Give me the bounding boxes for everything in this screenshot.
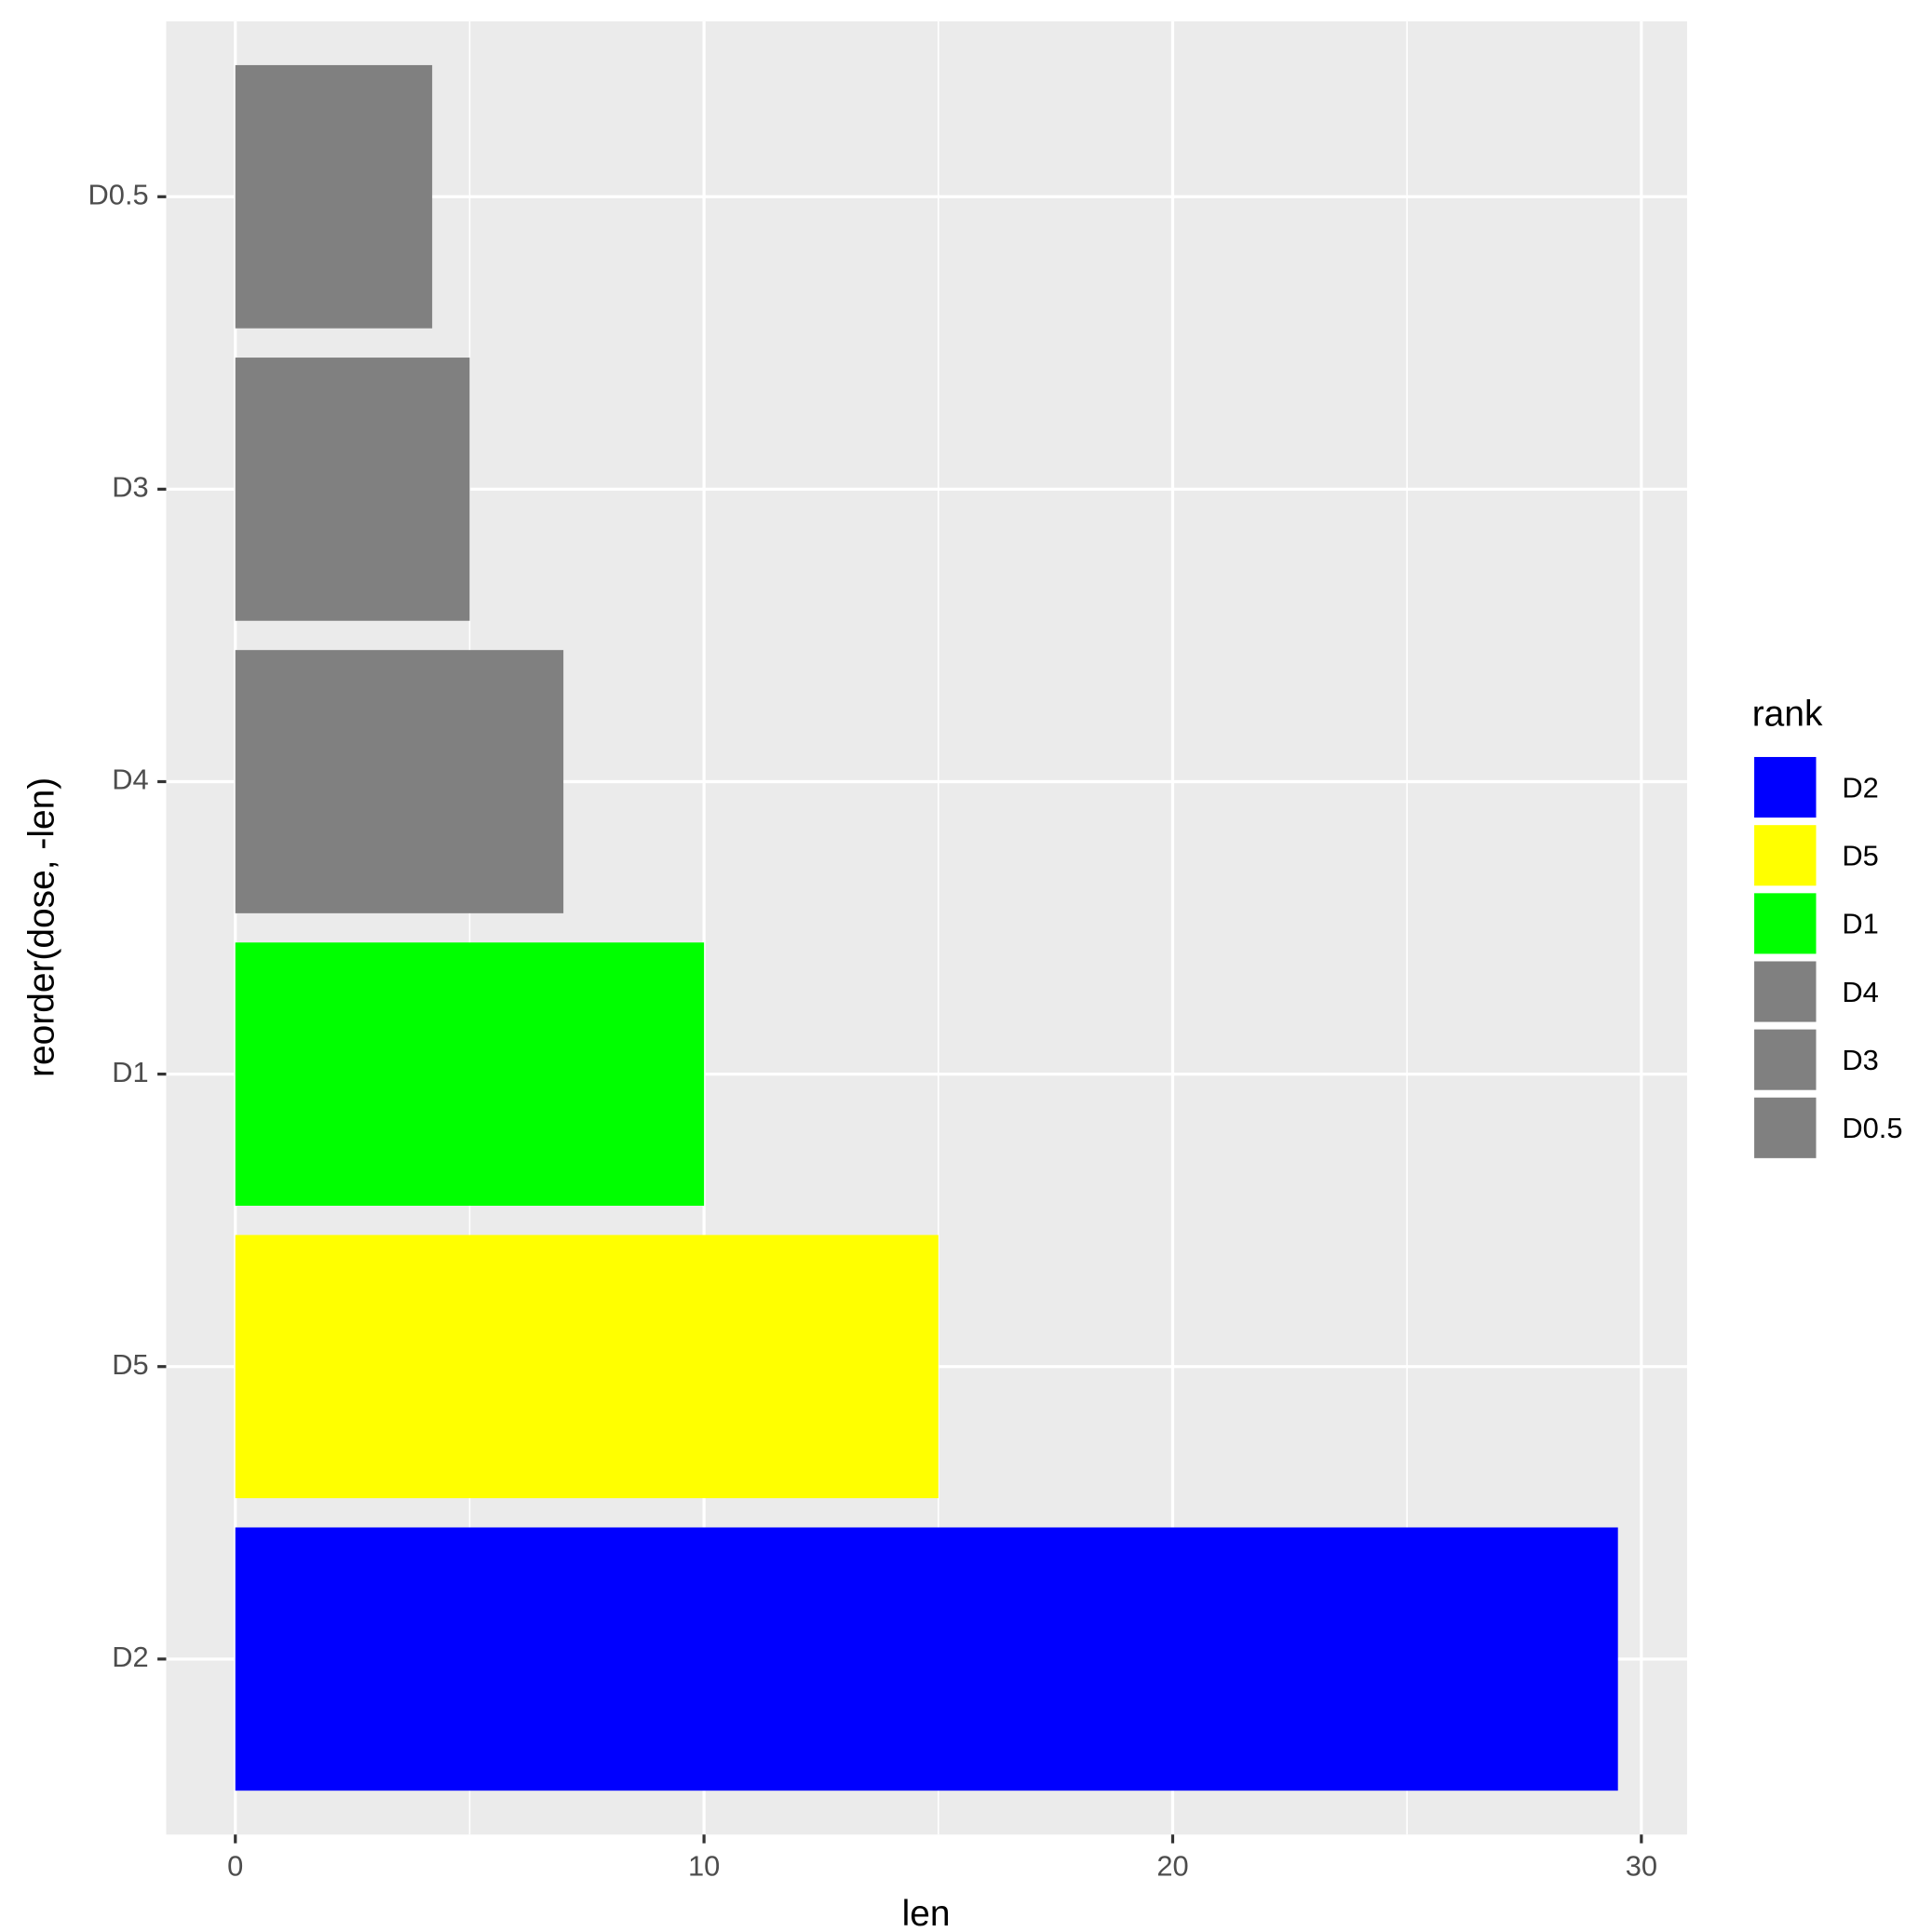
- x-axis-title: len: [902, 1894, 951, 1932]
- bar: [235, 650, 564, 913]
- legend-key: [1752, 959, 1818, 1024]
- legend-key: [1752, 755, 1818, 820]
- x-tick-label: 0: [227, 1850, 243, 1883]
- legend-key: [1752, 1095, 1818, 1160]
- x-tick-label: 20: [1156, 1850, 1188, 1883]
- bar: [235, 1527, 1618, 1791]
- legend-key: [1752, 891, 1818, 956]
- y-axis-title: reorder(dose, -len): [21, 777, 61, 1077]
- legend-label: D2: [1842, 771, 1878, 804]
- bar: [235, 942, 705, 1206]
- legend-title: rank: [1752, 694, 1823, 734]
- y-tick-label: D3: [112, 471, 148, 504]
- bar: [235, 1235, 939, 1499]
- legend-key: [1752, 1027, 1818, 1092]
- x-tick-label: 10: [688, 1850, 720, 1883]
- y-tick-label: D0.5: [88, 178, 149, 210]
- legend-label: D1: [1842, 908, 1878, 940]
- legend-key: [1752, 823, 1818, 888]
- bar: [235, 358, 470, 621]
- legend-label: D4: [1842, 976, 1878, 1008]
- y-tick-label: D2: [112, 1641, 148, 1673]
- legend-label: D3: [1842, 1044, 1878, 1076]
- bar: [235, 64, 433, 329]
- y-tick-label: D5: [112, 1348, 148, 1381]
- y-tick-label: D4: [112, 763, 148, 796]
- y-tick-label: D1: [112, 1056, 148, 1088]
- legend-label: D0.5: [1842, 1112, 1902, 1144]
- x-tick-label: 30: [1626, 1850, 1657, 1883]
- legend-label: D5: [1842, 840, 1878, 872]
